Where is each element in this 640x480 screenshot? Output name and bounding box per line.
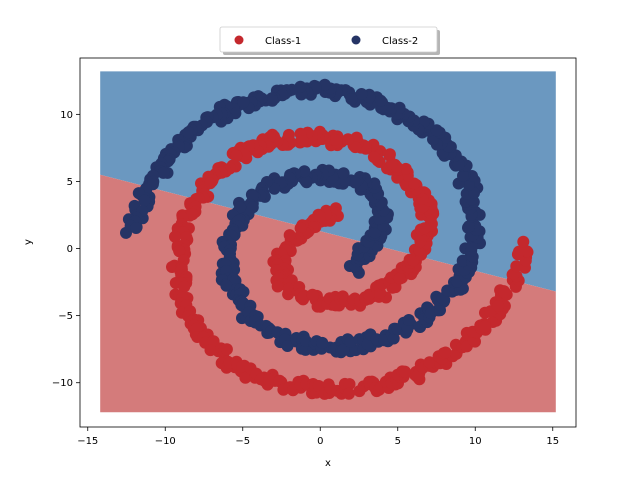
data-point	[492, 300, 505, 312]
data-point	[349, 141, 362, 154]
data-point	[314, 210, 326, 223]
data-point	[462, 179, 475, 192]
data-point	[220, 343, 233, 356]
data-point	[517, 235, 530, 248]
data-point	[383, 148, 396, 161]
data-point	[337, 167, 350, 180]
data-point	[271, 280, 284, 293]
data-point	[441, 284, 454, 297]
x-tick-label: 10	[469, 436, 482, 447]
y-tick-label: −5	[58, 311, 73, 322]
data-point	[465, 240, 478, 252]
data-point	[316, 336, 329, 349]
data-point	[157, 166, 170, 179]
data-point	[220, 279, 233, 292]
data-point	[353, 385, 366, 398]
legend-label-class-2: Class-2	[382, 36, 418, 47]
data-point	[345, 93, 358, 105]
x-tick-label: −5	[235, 436, 250, 447]
legend-marker-class-2	[351, 35, 361, 45]
data-point	[296, 135, 309, 148]
data-point	[439, 346, 452, 359]
y-axis-label: y	[23, 239, 34, 245]
x-tick-label: 0	[317, 436, 323, 447]
x-tick-label: 5	[395, 436, 401, 447]
data-point	[498, 286, 511, 298]
series-class-1	[166, 125, 534, 400]
data-point	[387, 332, 400, 345]
data-point	[282, 128, 295, 141]
data-point	[343, 378, 356, 391]
data-point	[367, 151, 380, 163]
y-axis: −10 −5 0 5 10	[52, 110, 80, 389]
y-tick-label: 10	[60, 110, 73, 121]
legend-marker-class-1	[234, 35, 244, 45]
data-point	[430, 124, 443, 137]
data-point	[297, 291, 310, 304]
data-point	[266, 94, 279, 107]
data-point	[230, 149, 243, 162]
y-tick-label: 5	[67, 177, 73, 188]
data-point	[393, 272, 406, 285]
data-point	[402, 314, 415, 326]
data-point	[425, 307, 437, 320]
x-axis-label: x	[325, 458, 331, 469]
data-point	[306, 289, 319, 302]
data-point	[457, 254, 469, 267]
data-point	[463, 220, 475, 233]
data-point	[169, 230, 181, 243]
data-point	[234, 201, 247, 214]
legend-box	[219, 26, 438, 53]
data-point	[186, 208, 199, 221]
data-point	[411, 370, 424, 383]
x-tick-label: −15	[77, 436, 98, 447]
data-point	[294, 222, 307, 235]
data-points	[120, 78, 534, 400]
data-point	[457, 169, 469, 182]
y-tick-label: −10	[52, 378, 73, 389]
data-point	[418, 222, 431, 235]
data-point	[342, 387, 355, 400]
data-point	[349, 176, 362, 189]
data-point	[452, 158, 465, 171]
data-point	[329, 133, 342, 146]
data-point	[513, 245, 525, 258]
data-point	[355, 88, 368, 100]
data-point	[239, 371, 252, 384]
data-point	[204, 344, 217, 357]
data-point	[182, 126, 195, 139]
data-point	[298, 165, 311, 178]
x-tick-label: 15	[546, 436, 559, 447]
data-point	[337, 343, 350, 356]
data-point	[281, 340, 294, 352]
data-point	[423, 356, 436, 369]
x-tick-label: −10	[155, 436, 176, 447]
data-point	[361, 338, 374, 351]
data-point	[398, 365, 411, 378]
data-point	[300, 176, 313, 189]
data-point	[173, 245, 186, 257]
data-point	[399, 162, 412, 175]
data-point	[369, 226, 382, 239]
data-point	[130, 222, 143, 234]
data-point	[138, 194, 151, 207]
data-point	[385, 157, 398, 170]
legend: Class-1 Class-2	[219, 26, 440, 55]
series-class-2	[120, 78, 486, 359]
data-point	[478, 320, 491, 333]
decision-regions	[100, 71, 556, 413]
plot-frame	[79, 57, 577, 428]
legend-label-class-1: Class-1	[265, 36, 301, 47]
x-axis: −15 −10 −5 0 5 10 15	[77, 427, 559, 447]
data-point	[374, 94, 387, 107]
y-tick-label: 0	[67, 244, 73, 255]
data-point	[178, 280, 191, 293]
data-point	[237, 96, 250, 109]
data-point	[283, 229, 296, 242]
data-point	[204, 177, 217, 190]
